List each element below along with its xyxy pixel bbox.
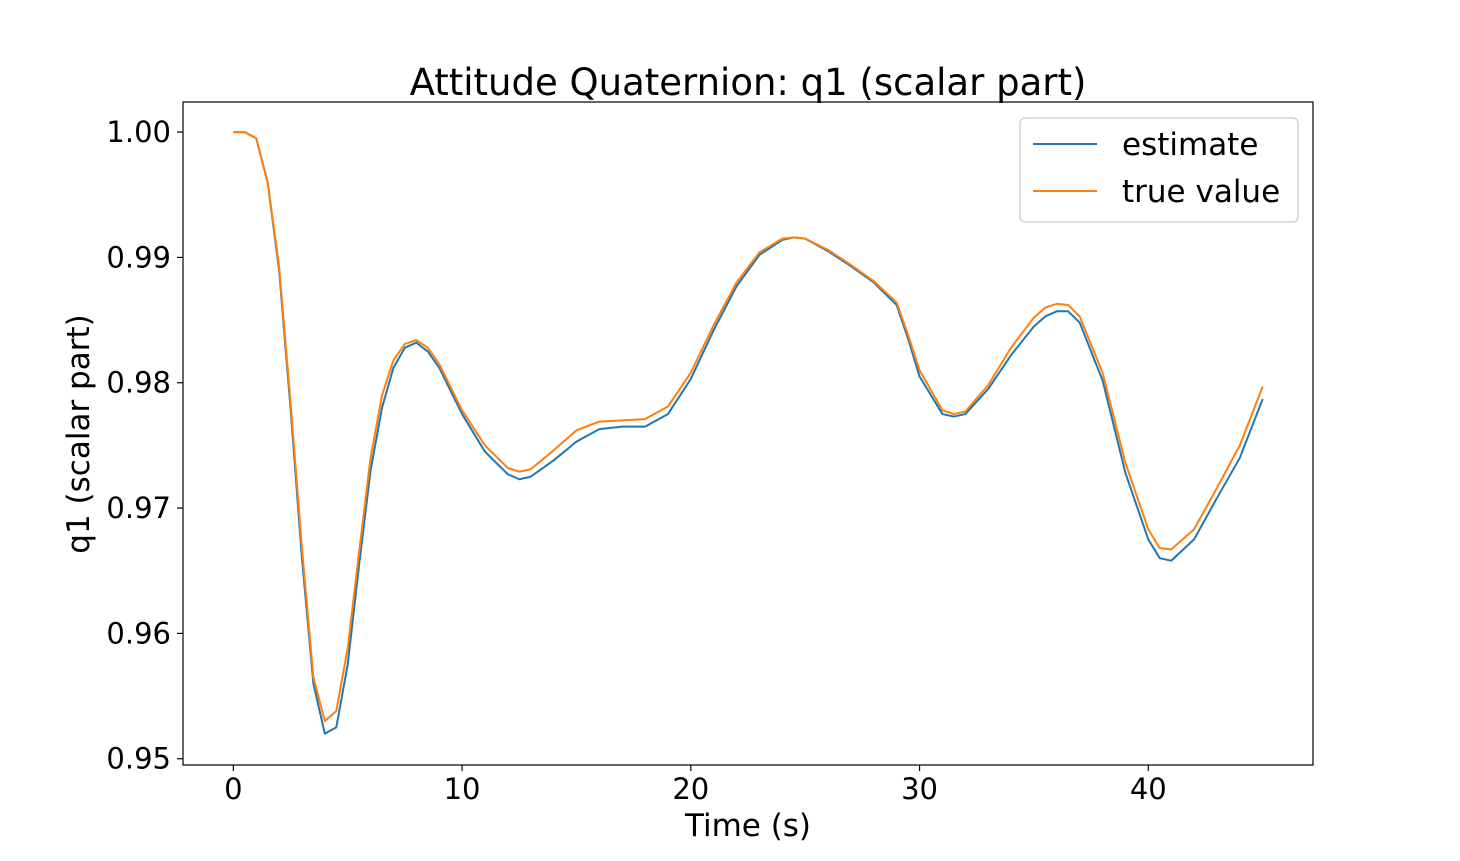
series-lines — [233, 131, 1264, 735]
series-line-true-value — [233, 131, 1264, 723]
y-tick-label: 0.98 — [106, 366, 171, 400]
y-tick-label: 0.97 — [106, 491, 171, 525]
series-line-estimate — [233, 131, 1264, 735]
x-axis: 0 10 20 30 40 — [224, 765, 1167, 806]
x-tick-label: 20 — [672, 772, 709, 806]
x-tick-label: 10 — [444, 772, 481, 806]
plot-area — [182, 101, 1314, 766]
y-tick-label: 0.99 — [106, 240, 171, 274]
x-tick-label: 40 — [1130, 772, 1167, 806]
y-axis: 0.95 0.96 0.97 0.98 0.99 1.00 — [106, 115, 183, 776]
x-tick-label: 0 — [224, 772, 242, 806]
legend-label-true-value: true value — [1122, 174, 1280, 210]
x-axis-label: Time (s) — [684, 808, 811, 844]
plot-frame — [182, 101, 1314, 766]
y-tick-label: 1.00 — [106, 115, 171, 149]
chart-title: Attitude Quaternion: q1 (scalar part) — [410, 61, 1087, 104]
y-tick-label: 0.96 — [106, 616, 171, 650]
x-tick-label: 30 — [901, 772, 938, 806]
legend: estimate true value — [1019, 117, 1299, 223]
legend-label-estimate: estimate — [1122, 127, 1258, 163]
y-tick-label: 0.95 — [106, 742, 171, 776]
y-axis-label: q1 (scalar part) — [61, 314, 97, 553]
